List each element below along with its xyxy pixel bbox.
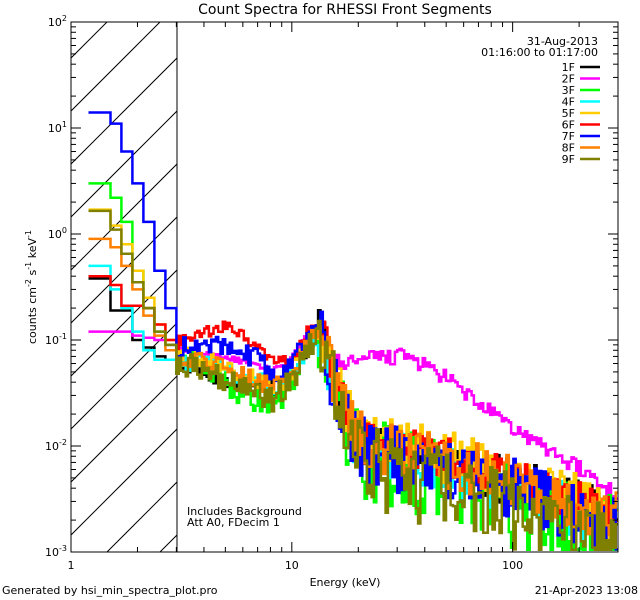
y-tick-label: 10-1 [45,332,67,347]
y-label-exp: -1 [24,262,33,270]
hatch-line [71,22,161,112]
legend-label: 9F [562,153,575,166]
series-8F-line [88,237,618,536]
y-label-part: counts cm [26,287,39,344]
timestamp-label: 21-Apr-2023 13:08 [535,584,638,597]
hatch-line [71,110,177,218]
y-label-part: keV [26,238,39,262]
chart-title: Count Spectra for RHESSI Front Segments [198,2,492,18]
x-tick-label: 10 [285,559,299,572]
y-axis-label: counts cm-2 s-1 keV-1 [24,230,39,344]
background-note: Includes Background [187,505,302,518]
legend-label: 5F [562,107,575,120]
legend-label: 2F [562,73,575,86]
series-7F-line [88,111,618,552]
legend-label: 3F [562,84,575,97]
y-label-exp: -1 [24,230,33,238]
x-axis-label: Energy (keV) [310,576,381,589]
legend-label: 7F [562,130,575,143]
y-label-exp: -2 [24,279,33,287]
series-2F-line [88,330,618,503]
y-tick-label: 10-3 [45,544,67,559]
legend-label: 4F [562,96,575,109]
hatch-line [71,216,177,324]
legend-label: 8F [562,142,575,155]
hatch-line [71,57,177,165]
time-range-label: 01:16:00 to 01:17:00 [481,46,598,59]
hatch-line [71,163,177,271]
y-label-part: s [26,269,39,278]
excluded-region-hatching [71,22,177,552]
legend-label: 1F [562,61,575,74]
series-9F-line [88,209,618,552]
series-layer [88,111,618,552]
y-tick-label: 10-2 [45,438,67,453]
hatch-line [71,375,177,483]
y-axis: 10-3 10-2 10-1 100 101 102 [45,14,618,559]
y-tick-label: 101 [48,120,67,135]
x-tick-label: 1 [68,559,75,572]
attenuator-note: Att A0, FDecim 1 [187,516,280,529]
generated-by-label: Generated by hsi_min_spectra_plot.pro [2,584,218,597]
hatch-line [71,22,108,59]
legend-label: 6F [562,119,575,132]
x-tick-label: 100 [502,559,523,572]
y-tick-label: 100 [48,226,67,241]
x-axis: 1 10 100 [68,22,619,572]
date-label: 31-Aug-2013 [527,35,598,48]
hatch-line [71,428,177,536]
y-tick-label: 102 [48,14,67,29]
plot-frame [70,21,619,553]
